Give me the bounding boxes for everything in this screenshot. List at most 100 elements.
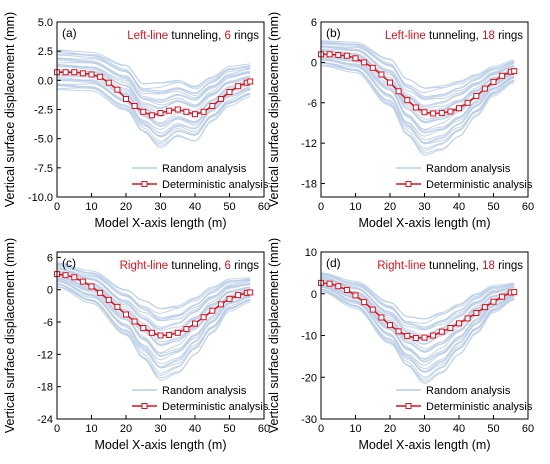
x-tick-label: 30	[418, 423, 430, 435]
deterministic-point	[361, 59, 368, 66]
random-analysis-curves	[320, 40, 515, 156]
panel-label: (a)	[62, 26, 77, 40]
deterministic-point	[183, 108, 190, 115]
x-tick-label: 0	[54, 201, 60, 213]
y-tick-label: -18	[301, 179, 317, 191]
x-tick-label: 10	[349, 201, 361, 213]
deterministic-point	[412, 335, 419, 341]
deterministic-point	[148, 329, 155, 336]
deterministic-point	[343, 52, 350, 59]
deterministic-point	[361, 299, 368, 306]
deterministic-point	[226, 89, 233, 95]
deterministic-point	[166, 332, 173, 338]
random-curve	[56, 52, 251, 90]
deterministic-point	[226, 295, 233, 302]
deterministic-point	[481, 85, 488, 92]
deterministic-point	[247, 78, 254, 85]
deterministic-point	[499, 293, 506, 300]
deterministic-point	[209, 307, 216, 314]
panel-d: 0 10 20 30 40 50 60 -30 -20 -10 0 10 Model X-axis le…	[267, 238, 534, 452]
x-tick-label: 60	[258, 423, 270, 435]
y-tick-label: 5.0	[38, 17, 53, 29]
y-axis-label: Vertical surface displacement (mm)	[267, 238, 281, 433]
random-curve	[57, 58, 251, 101]
deterministic-point	[200, 314, 207, 321]
deterministic-point	[335, 283, 342, 290]
deterministic-point	[157, 110, 164, 116]
random-curve	[56, 275, 251, 346]
title-part: Left-line	[127, 30, 168, 42]
deterministic-point	[421, 109, 428, 116]
deterministic-point	[456, 105, 462, 112]
deterministic-point	[395, 328, 402, 335]
deterministic-point	[200, 108, 207, 115]
x-axis-label: Model X-axis length (m)	[95, 438, 227, 452]
x-tick-label: 0	[54, 423, 60, 435]
deterministic-point	[481, 304, 488, 311]
deterministic-point	[235, 83, 242, 90]
x-tick-label: 20	[384, 423, 396, 435]
title-part: rings	[495, 30, 523, 42]
x-tick-label: 60	[258, 201, 270, 213]
legend-deterministic-marker	[141, 181, 148, 187]
y-tick-label: -20	[301, 372, 317, 384]
y-tick-label: -5.0	[34, 134, 53, 146]
x-tick-label: 0	[318, 423, 324, 435]
legend-random-label: Random analysis	[426, 163, 511, 175]
x-tick-label: 30	[418, 201, 430, 213]
deterministic-point	[174, 106, 181, 113]
random-curve	[321, 64, 515, 156]
deterministic-point	[88, 283, 95, 290]
deterministic-point	[114, 303, 121, 310]
x-tick-label: 50	[223, 423, 235, 435]
deterministic-point	[62, 69, 69, 76]
x-tick-label: 20	[120, 423, 132, 435]
deterministic-point	[438, 328, 445, 335]
x-tick-label: 40	[453, 423, 465, 435]
panel-b: 0 10 20 30 40 50 60 -18 -12 -6 0 6 Model X-axis leng…	[267, 12, 534, 230]
x-tick-label: 10	[85, 423, 97, 435]
x-tick-label: 10	[349, 423, 361, 435]
deterministic-point	[79, 70, 86, 77]
deterministic-point	[123, 96, 129, 102]
panel-a: 0 10 20 30 40 50 60 -10.0 -7.5 -5.0 -2.5 0.0 2.5 5.0 M…	[3, 12, 270, 230]
x-tick-label: 20	[384, 201, 396, 213]
panel-title: Left-line tunneling, 18 rings	[385, 30, 523, 42]
deterministic-point	[131, 103, 138, 109]
x-tick-label: 40	[453, 201, 465, 213]
panel-title: Right-line tunneling, 6 rings	[120, 260, 260, 272]
deterministic-point	[421, 334, 428, 341]
random-curve	[320, 46, 515, 106]
deterministic-point	[71, 274, 78, 281]
y-tick-label: -12	[301, 138, 317, 150]
random-curve	[56, 53, 251, 94]
title-part: Right-line	[377, 260, 426, 272]
deterministic-point	[157, 332, 164, 339]
legend-random-label: Random analysis	[162, 385, 247, 397]
deterministic-point	[217, 301, 224, 308]
title-part: tunneling,	[168, 260, 224, 272]
y-axis-label: Vertical surface displacement (mm)	[3, 12, 17, 207]
deterministic-point	[404, 332, 411, 339]
deterministic-point	[140, 325, 147, 331]
random-curve	[56, 62, 251, 106]
x-tick-label: 60	[522, 201, 534, 213]
deterministic-point	[235, 292, 242, 299]
deterministic-point	[387, 79, 393, 86]
x-tick-label: 60	[522, 423, 534, 435]
deterministic-point	[499, 72, 506, 79]
deterministic-point	[395, 88, 402, 95]
deterministic-point	[148, 112, 155, 119]
random-curve	[56, 79, 251, 134]
legend-random-label: Random analysis	[162, 163, 247, 175]
deterministic-point	[511, 68, 518, 75]
x-tick-label: 40	[189, 423, 201, 435]
deterministic-point	[335, 52, 342, 58]
title-part: Left-line	[385, 30, 426, 42]
y-tick-label: -24	[37, 414, 53, 426]
y-tick-label: 2.5	[38, 46, 53, 58]
deterministic-point	[97, 289, 104, 296]
legend-deterministic-label: Deterministic analysis	[162, 401, 269, 413]
deterministic-point	[326, 280, 333, 287]
panel-label: (b)	[326, 26, 341, 40]
